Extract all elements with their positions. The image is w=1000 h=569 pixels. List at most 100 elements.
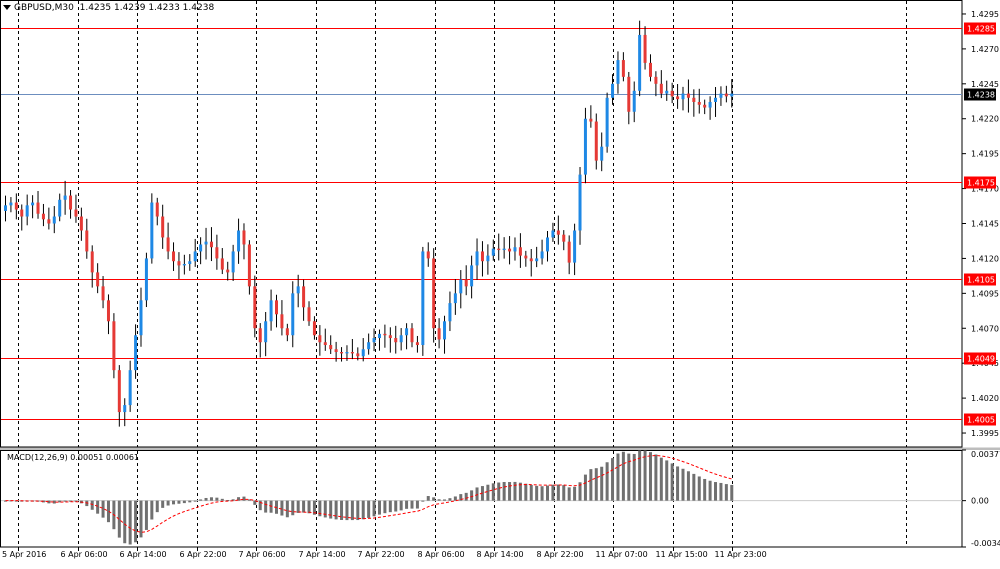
bull-candle[interactable] — [573, 230, 577, 263]
bear-candle[interactable] — [415, 342, 419, 346]
bear-candle[interactable] — [209, 241, 213, 248]
bull-candle[interactable] — [583, 118, 587, 175]
bear-candle[interactable] — [383, 333, 387, 336]
bear-candle[interactable] — [676, 96, 680, 100]
bull-candle[interactable] — [551, 230, 555, 238]
bull-candle[interactable] — [128, 370, 132, 406]
bear-candle[interactable] — [329, 345, 333, 350]
bull-candle[interactable] — [443, 321, 447, 340]
bear-candle[interactable] — [101, 286, 105, 301]
bear-candle[interactable] — [464, 279, 468, 287]
bull-candle[interactable] — [470, 265, 474, 287]
bull-candle[interactable] — [486, 255, 490, 262]
bear-candle[interactable] — [529, 258, 533, 262]
bear-candle[interactable] — [497, 248, 501, 251]
bull-candle[interactable] — [719, 93, 723, 98]
bull-candle[interactable] — [638, 34, 642, 91]
bear-candle[interactable] — [106, 300, 110, 322]
bull-candle[interactable] — [708, 101, 712, 108]
bear-candle[interactable] — [312, 321, 316, 336]
bull-candle[interactable] — [237, 230, 241, 252]
panel-splitter[interactable] — [0, 447, 1000, 451]
bull-candle[interactable] — [399, 335, 403, 343]
bull-candle[interactable] — [150, 202, 154, 259]
bull-candle[interactable] — [616, 60, 620, 84]
bear-candle[interactable] — [410, 328, 414, 343]
bear-candle[interactable] — [643, 34, 647, 63]
bear-candle[interactable] — [258, 328, 262, 343]
bear-candle[interactable] — [47, 219, 51, 224]
bull-candle[interactable] — [52, 216, 56, 224]
bull-candle[interactable] — [123, 405, 127, 413]
bear-candle[interactable] — [692, 97, 696, 102]
bull-candle[interactable] — [600, 146, 604, 161]
bear-candle[interactable] — [437, 328, 441, 340]
bear-candle[interactable] — [432, 258, 436, 329]
bear-candle[interactable] — [117, 370, 121, 413]
bull-candle[interactable] — [372, 338, 376, 343]
bear-candle[interactable] — [177, 261, 181, 266]
bear-candle[interactable] — [74, 209, 78, 217]
bear-candle[interactable] — [161, 216, 165, 238]
bear-candle[interactable] — [79, 216, 83, 231]
bear-candle[interactable] — [275, 300, 278, 315]
bull-candle[interactable] — [632, 90, 636, 112]
bear-candle[interactable] — [220, 258, 224, 270]
bear-candle[interactable] — [394, 338, 398, 343]
bull-candle[interactable] — [291, 293, 295, 336]
bull-candle[interactable] — [264, 321, 268, 343]
bear-candle[interactable] — [41, 213, 45, 220]
bear-candle[interactable] — [280, 314, 284, 329]
bear-candle[interactable] — [215, 247, 219, 259]
bull-candle[interactable] — [199, 244, 203, 252]
bear-candle[interactable] — [388, 335, 392, 339]
bull-candle[interactable] — [459, 279, 463, 294]
bear-candle[interactable] — [589, 118, 593, 122]
bull-candle[interactable] — [25, 205, 29, 217]
bull-candle[interactable] — [144, 258, 148, 301]
bull-candle[interactable] — [345, 352, 349, 354]
bull-candle[interactable] — [448, 303, 452, 322]
bear-candle[interactable] — [172, 251, 176, 262]
bull-candle[interactable] — [546, 237, 549, 252]
bear-candle[interactable] — [703, 104, 707, 108]
bear-candle[interactable] — [112, 321, 116, 371]
bull-candle[interactable] — [182, 264, 186, 266]
bear-candle[interactable] — [518, 247, 522, 256]
bull-candle[interactable] — [361, 349, 365, 357]
bull-candle[interactable] — [296, 286, 300, 294]
bear-candle[interactable] — [155, 202, 159, 217]
bull-candle[interactable] — [421, 251, 425, 346]
bull-candle[interactable] — [58, 199, 62, 217]
bear-candle[interactable] — [14, 202, 18, 210]
bear-candle[interactable] — [285, 328, 289, 336]
bear-candle[interactable] — [621, 60, 625, 77]
bull-candle[interactable] — [611, 83, 615, 98]
bear-candle[interactable] — [627, 76, 631, 112]
bull-candle[interactable] — [367, 342, 371, 350]
bull-candle[interactable] — [204, 241, 208, 245]
bear-candle[interactable] — [697, 101, 701, 105]
bull-candle[interactable] — [578, 174, 582, 231]
bear-candle[interactable] — [20, 209, 24, 217]
bull-candle[interactable] — [475, 251, 479, 266]
bear-candle[interactable] — [96, 272, 100, 287]
bear-candle[interactable] — [318, 335, 322, 343]
bear-candle[interactable] — [334, 349, 338, 353]
bull-candle[interactable] — [4, 205, 7, 211]
bull-candle[interactable] — [540, 251, 544, 259]
bull-candle[interactable] — [193, 251, 197, 262]
bull-candle[interactable] — [139, 300, 143, 336]
bear-candle[interactable] — [670, 90, 674, 97]
bear-candle[interactable] — [356, 353, 360, 357]
bull-candle[interactable] — [681, 93, 685, 100]
bear-candle[interactable] — [686, 93, 690, 98]
bear-candle[interactable] — [166, 237, 170, 252]
bear-candle[interactable] — [562, 234, 566, 242]
bear-candle[interactable] — [567, 241, 571, 263]
bear-candle[interactable] — [36, 202, 40, 214]
bear-candle[interactable] — [242, 230, 246, 245]
bull-candle[interactable] — [714, 97, 718, 102]
bear-candle[interactable] — [253, 286, 257, 329]
